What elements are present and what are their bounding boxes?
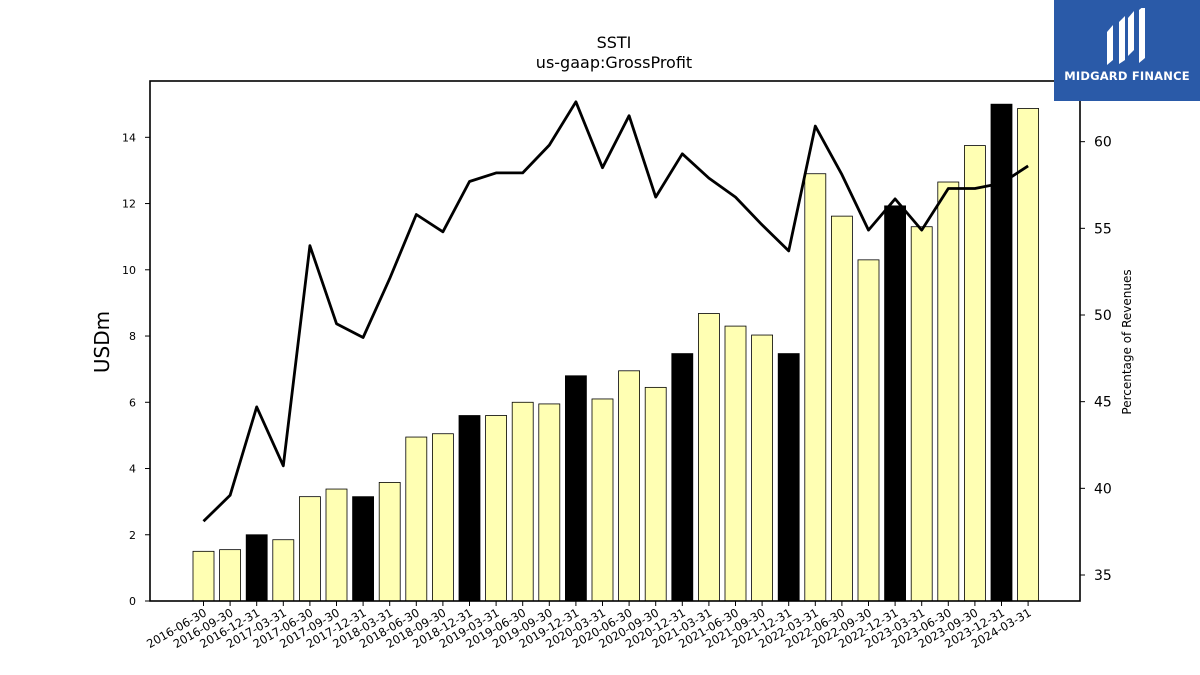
bar-2021-12-31	[777, 353, 800, 602]
bar-2016-12-31	[245, 534, 268, 602]
axes-group: 024681012143540455055602016-06-302016-09…	[122, 80, 1112, 651]
bar-2023-03-31	[910, 226, 933, 602]
chart-title: SSTI	[597, 33, 632, 52]
y-tick-label: 12	[122, 198, 136, 211]
y2-axis-label: Percentage of Revenues	[1120, 269, 1134, 414]
plot-frame	[149, 80, 1081, 602]
bar-2023-09-30	[964, 145, 986, 602]
bar-2017-03-31	[272, 539, 295, 602]
bar-2022-09-30	[857, 259, 880, 602]
bar-2022-12-31	[884, 205, 906, 602]
bar-2023-06-30	[937, 181, 960, 602]
y-tick-label: 6	[129, 396, 136, 409]
y-tick-label: 10	[122, 264, 136, 277]
y-tick-label: 8	[129, 330, 136, 343]
brand-logo: MIDGARD FINANCE	[1054, 0, 1200, 101]
bar-2019-12-31	[565, 375, 587, 602]
bar-2018-12-31	[458, 415, 481, 602]
y2-tick-label: 50	[1094, 308, 1112, 324]
bar-2024-03-31	[1017, 108, 1039, 602]
bar-2021-06-30	[724, 325, 747, 602]
bar-2021-03-31	[698, 313, 720, 602]
bar-2017-12-31	[352, 496, 375, 602]
percentage-line	[202, 100, 1029, 523]
y-tick-label: 0	[129, 595, 136, 608]
bar-2016-06-30	[192, 550, 215, 602]
bar-2018-03-31	[378, 482, 401, 602]
bar-2019-06-30	[511, 401, 534, 602]
y-tick-label: 14	[122, 131, 136, 144]
y2-tick-label: 40	[1094, 481, 1112, 497]
bar-2016-09-30	[219, 549, 242, 602]
y-tick-label: 2	[129, 529, 136, 542]
y-axis-label: USDm	[90, 311, 114, 373]
bar-2018-06-30	[405, 436, 428, 602]
bar-2019-03-31	[485, 415, 508, 602]
bar-2017-06-30	[298, 496, 321, 602]
y-tick-label: 4	[129, 463, 136, 476]
bar-2017-09-30	[325, 488, 348, 602]
line-group	[202, 100, 1029, 523]
bar-2021-09-30	[751, 334, 773, 602]
bars-group	[192, 103, 1039, 602]
bar-2020-12-31	[671, 353, 694, 602]
y2-tick-label: 55	[1094, 221, 1112, 237]
bar-2018-09-30	[431, 433, 454, 602]
bar-2020-03-31	[591, 398, 614, 602]
bar-2020-09-30	[644, 386, 667, 602]
y2-tick-label: 45	[1094, 395, 1112, 411]
bar-2019-09-30	[538, 403, 561, 602]
y2-tick-label: 60	[1094, 135, 1112, 151]
midgard-logo-icon	[1107, 8, 1145, 65]
y2-tick-label: 35	[1094, 568, 1112, 584]
bar-2022-03-31	[804, 173, 827, 602]
chart-subtitle: us-gaap:GrossProfit	[536, 53, 692, 72]
bar-2020-06-30	[618, 370, 640, 602]
bar-2022-06-30	[831, 215, 853, 602]
brand-name: MIDGARD FINANCE	[1064, 69, 1190, 83]
